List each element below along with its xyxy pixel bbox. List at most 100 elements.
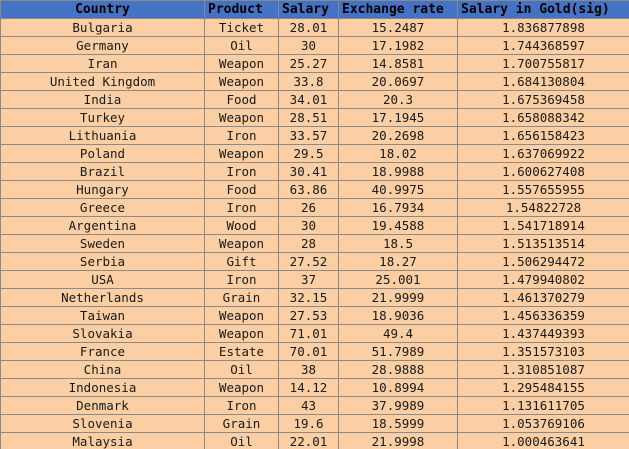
- cell-exchange-rate[interactable]: 20.3: [338, 90, 458, 109]
- cell-salary[interactable]: 27.52: [278, 252, 339, 271]
- cell-product[interactable]: Iron: [204, 198, 279, 217]
- cell-product[interactable]: Iron: [204, 270, 279, 289]
- cell-product[interactable]: Wood: [204, 216, 279, 235]
- cell-salary-in-gold[interactable]: 1.351573103: [457, 342, 629, 361]
- cell-country[interactable]: Bulgaria: [0, 18, 205, 37]
- cell-salary[interactable]: 34.01: [278, 90, 339, 109]
- cell-country[interactable]: Slovenia: [0, 414, 205, 433]
- header-cell-salary-in-gold[interactable]: Salary in Gold(sig): [457, 0, 629, 19]
- cell-salary[interactable]: 30: [278, 36, 339, 55]
- cell-salary-in-gold[interactable]: 1.600627408: [457, 162, 629, 181]
- cell-salary[interactable]: 70.01: [278, 342, 339, 361]
- cell-salary[interactable]: 32.15: [278, 288, 339, 307]
- cell-salary-in-gold[interactable]: 1.675369458: [457, 90, 629, 109]
- cell-exchange-rate[interactable]: 17.1982: [338, 36, 458, 55]
- cell-country[interactable]: Malaysia: [0, 432, 205, 449]
- cell-product[interactable]: Weapon: [204, 108, 279, 127]
- cell-product[interactable]: Oil: [204, 432, 279, 449]
- cell-salary[interactable]: 14.12: [278, 378, 339, 397]
- cell-exchange-rate[interactable]: 25.001: [338, 270, 458, 289]
- cell-salary-in-gold[interactable]: 1.506294472: [457, 252, 629, 271]
- cell-exchange-rate[interactable]: 18.9036: [338, 306, 458, 325]
- cell-product[interactable]: Gift: [204, 252, 279, 271]
- cell-salary[interactable]: 28.51: [278, 108, 339, 127]
- cell-product[interactable]: Weapon: [204, 72, 279, 91]
- cell-country[interactable]: Poland: [0, 144, 205, 163]
- cell-salary-in-gold[interactable]: 1.131611705: [457, 396, 629, 415]
- cell-country[interactable]: Turkey: [0, 108, 205, 127]
- cell-exchange-rate[interactable]: 17.1945: [338, 108, 458, 127]
- cell-exchange-rate[interactable]: 21.9998: [338, 432, 458, 449]
- cell-salary-in-gold[interactable]: 1.461370279: [457, 288, 629, 307]
- cell-salary-in-gold[interactable]: 1.744368597: [457, 36, 629, 55]
- cell-exchange-rate[interactable]: 14.8581: [338, 54, 458, 73]
- cell-exchange-rate[interactable]: 18.02: [338, 144, 458, 163]
- cell-salary-in-gold[interactable]: 1.310851087: [457, 360, 629, 379]
- cell-exchange-rate[interactable]: 20.0697: [338, 72, 458, 91]
- cell-country[interactable]: Greece: [0, 198, 205, 217]
- cell-salary[interactable]: 38: [278, 360, 339, 379]
- cell-country[interactable]: Slovakia: [0, 324, 205, 343]
- cell-country[interactable]: Germany: [0, 36, 205, 55]
- cell-product[interactable]: Weapon: [204, 144, 279, 163]
- cell-product[interactable]: Oil: [204, 36, 279, 55]
- cell-salary-in-gold[interactable]: 1.54822728: [457, 198, 629, 217]
- cell-salary[interactable]: 25.27: [278, 54, 339, 73]
- cell-product[interactable]: Ticket: [204, 18, 279, 37]
- cell-exchange-rate[interactable]: 18.27: [338, 252, 458, 271]
- header-cell-country[interactable]: Country: [0, 0, 205, 19]
- cell-exchange-rate[interactable]: 21.9999: [338, 288, 458, 307]
- cell-product[interactable]: Iron: [204, 396, 279, 415]
- cell-salary[interactable]: 30.41: [278, 162, 339, 181]
- cell-product[interactable]: Food: [204, 90, 279, 109]
- cell-salary-in-gold[interactable]: 1.295484155: [457, 378, 629, 397]
- cell-exchange-rate[interactable]: 20.2698: [338, 126, 458, 145]
- cell-country[interactable]: Argentina: [0, 216, 205, 235]
- cell-salary-in-gold[interactable]: 1.658088342: [457, 108, 629, 127]
- cell-salary-in-gold[interactable]: 1.513513514: [457, 234, 629, 253]
- cell-exchange-rate[interactable]: 18.9988: [338, 162, 458, 181]
- cell-product[interactable]: Oil: [204, 360, 279, 379]
- cell-country[interactable]: Indonesia: [0, 378, 205, 397]
- cell-product[interactable]: Estate: [204, 342, 279, 361]
- cell-product[interactable]: Weapon: [204, 234, 279, 253]
- cell-salary-in-gold[interactable]: 1.541718914: [457, 216, 629, 235]
- cell-country[interactable]: Sweden: [0, 234, 205, 253]
- cell-salary[interactable]: 37: [278, 270, 339, 289]
- header-cell-product[interactable]: Product: [204, 0, 279, 19]
- cell-exchange-rate[interactable]: 40.9975: [338, 180, 458, 199]
- cell-salary-in-gold[interactable]: 1.000463641: [457, 432, 629, 449]
- cell-exchange-rate[interactable]: 15.2487: [338, 18, 458, 37]
- cell-exchange-rate[interactable]: 19.4588: [338, 216, 458, 235]
- header-cell-salary[interactable]: Salary: [278, 0, 339, 19]
- cell-product[interactable]: Grain: [204, 414, 279, 433]
- cell-salary-in-gold[interactable]: 1.437449393: [457, 324, 629, 343]
- cell-salary[interactable]: 33.57: [278, 126, 339, 145]
- cell-country[interactable]: France: [0, 342, 205, 361]
- cell-product[interactable]: Iron: [204, 162, 279, 181]
- cell-country[interactable]: Serbia: [0, 252, 205, 271]
- cell-country[interactable]: Brazil: [0, 162, 205, 181]
- cell-exchange-rate[interactable]: 16.7934: [338, 198, 458, 217]
- cell-salary[interactable]: 63.86: [278, 180, 339, 199]
- cell-exchange-rate[interactable]: 28.9888: [338, 360, 458, 379]
- cell-salary[interactable]: 28: [278, 234, 339, 253]
- cell-salary[interactable]: 27.53: [278, 306, 339, 325]
- cell-country[interactable]: Denmark: [0, 396, 205, 415]
- cell-salary-in-gold[interactable]: 1.656158423: [457, 126, 629, 145]
- cell-country[interactable]: Netherlands: [0, 288, 205, 307]
- cell-country[interactable]: Taiwan: [0, 306, 205, 325]
- cell-product[interactable]: Food: [204, 180, 279, 199]
- cell-salary[interactable]: 43: [278, 396, 339, 415]
- cell-country[interactable]: USA: [0, 270, 205, 289]
- cell-salary-in-gold[interactable]: 1.637069922: [457, 144, 629, 163]
- header-cell-exchange-rate[interactable]: Exchange rate: [338, 0, 458, 19]
- cell-country[interactable]: China: [0, 360, 205, 379]
- cell-exchange-rate[interactable]: 10.8994: [338, 378, 458, 397]
- cell-salary[interactable]: 33.8: [278, 72, 339, 91]
- cell-country[interactable]: Iran: [0, 54, 205, 73]
- cell-exchange-rate[interactable]: 51.7989: [338, 342, 458, 361]
- cell-salary-in-gold[interactable]: 1.684130804: [457, 72, 629, 91]
- cell-country[interactable]: United Kingdom: [0, 72, 205, 91]
- cell-exchange-rate[interactable]: 37.9989: [338, 396, 458, 415]
